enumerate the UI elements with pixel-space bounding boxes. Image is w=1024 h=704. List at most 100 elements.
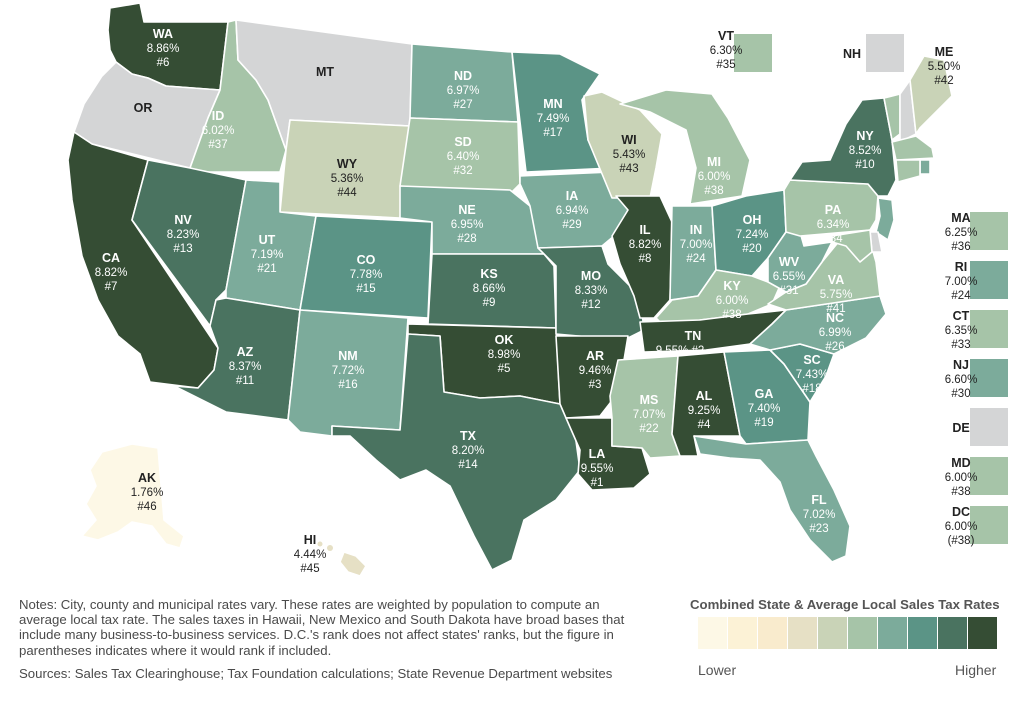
state-label-KS: KS xyxy=(480,267,497,281)
state-rank-CA: #7 xyxy=(105,281,118,293)
state-rank-MI: #38 xyxy=(704,185,723,197)
state-label-OR: OR xyxy=(134,101,153,115)
state-rank-NE: #28 xyxy=(457,233,476,245)
legend-box-NH xyxy=(866,34,904,72)
state-FL[interactable] xyxy=(693,435,851,563)
state-rank-UT: #21 xyxy=(257,263,276,275)
state-rate-ME: 5.50% xyxy=(928,61,961,73)
state-SD[interactable] xyxy=(399,117,521,195)
state-HI-island xyxy=(317,541,323,547)
state-rank-WY: #44 xyxy=(337,187,357,199)
color-scale-swatch xyxy=(698,617,727,649)
box-label-NJ: NJ xyxy=(953,358,969,372)
state-rank-MO: #12 xyxy=(581,299,600,311)
state-rate-ND: 6.97% xyxy=(447,85,480,97)
state-rank-KS: #9 xyxy=(483,297,496,309)
state-rate-NY: 8.52% xyxy=(849,145,882,157)
state-MS[interactable] xyxy=(609,355,681,459)
box-label-DC: DC xyxy=(952,505,970,519)
state-ME[interactable] xyxy=(909,55,953,135)
state-rank-AZ: #11 xyxy=(236,375,254,387)
state-rank-WV: #31 xyxy=(779,285,798,297)
state-NC[interactable] xyxy=(749,295,887,355)
state-IL[interactable] xyxy=(611,195,673,319)
state-rate-LA: 9.55% xyxy=(581,463,614,475)
legend-box-CT xyxy=(970,310,1008,348)
box-label-MD: MD xyxy=(951,456,970,470)
state-label-VA: VA xyxy=(828,273,844,287)
state-rank-KY: #38 xyxy=(722,309,741,321)
state-TX[interactable] xyxy=(331,333,581,571)
state-rate-MI: 6.00% xyxy=(698,171,731,183)
state-label-OK: OK xyxy=(495,333,514,347)
box-rank-RI: #24 xyxy=(951,290,971,302)
color-scale-swatch xyxy=(968,617,997,649)
state-rank-AK: #46 xyxy=(137,501,156,513)
state-MO[interactable] xyxy=(537,245,645,341)
box-rate-RI: 7.00% xyxy=(945,276,978,288)
legend-box-NJ xyxy=(970,359,1008,397)
state-rate-MO: 8.33% xyxy=(575,285,608,297)
state-WY[interactable] xyxy=(279,119,411,219)
state-MI[interactable] xyxy=(619,89,751,205)
legend-box-RI xyxy=(970,261,1008,299)
state-rate-TN: 9.55% #2 xyxy=(656,345,705,357)
box-label-CT: CT xyxy=(953,309,970,323)
state-rank-AL: #4 xyxy=(698,419,711,431)
state-label-IL: IL xyxy=(639,223,650,237)
state-rate-PA: 6.34% xyxy=(817,219,850,231)
state-label-LA: LA xyxy=(589,447,606,461)
state-label-AZ: AZ xyxy=(237,345,254,359)
legend-title: Combined State & Average Local Sales Tax… xyxy=(690,597,1000,612)
state-rate-TX: 8.20% xyxy=(452,445,485,457)
box-rank-VT: #35 xyxy=(716,59,735,71)
box-label-MA: MA xyxy=(951,211,970,225)
state-rate-MN: 7.49% xyxy=(537,113,570,125)
state-KS[interactable] xyxy=(427,253,557,329)
state-rank-IN: #24 xyxy=(686,253,706,265)
state-RI[interactable] xyxy=(919,159,931,175)
state-label-CO: CO xyxy=(357,253,376,267)
state-rate-FL: 7.02% xyxy=(803,509,836,521)
state-NJ[interactable] xyxy=(875,197,895,241)
state-CO[interactable] xyxy=(299,215,433,319)
state-MD[interactable] xyxy=(831,229,873,263)
color-scale-swatch xyxy=(908,617,937,649)
state-HI[interactable] xyxy=(339,551,367,577)
state-rate-OH: 7.24% xyxy=(736,229,769,241)
state-HI-island xyxy=(327,545,333,551)
color-scale-swatch xyxy=(878,617,907,649)
state-label-ND: ND xyxy=(454,69,472,83)
state-MA[interactable] xyxy=(891,135,935,161)
state-label-KY: KY xyxy=(723,279,741,293)
state-label-WA: WA xyxy=(153,27,173,41)
state-WI[interactable] xyxy=(583,91,663,199)
state-rate-OK: 8.98% xyxy=(488,349,521,361)
state-rank-PA: #34 xyxy=(823,233,843,245)
box-label-RI: RI xyxy=(955,260,968,274)
state-rank-NY: #10 xyxy=(855,159,874,171)
color-scale xyxy=(698,617,997,649)
state-label-IA: IA xyxy=(566,189,579,203)
legend-high-label: Higher xyxy=(955,662,997,678)
state-rank-MS: #22 xyxy=(639,423,658,435)
state-rank-SC: #18 xyxy=(802,383,821,395)
state-label-SC: SC xyxy=(803,353,820,367)
color-scale-swatch xyxy=(848,617,877,649)
legend-low-label: Lower xyxy=(698,662,737,678)
state-AK[interactable] xyxy=(81,443,185,549)
state-label-HI: HI xyxy=(304,533,317,547)
state-label-NE: NE xyxy=(458,203,475,217)
state-rank-OH: #20 xyxy=(742,243,761,255)
box-label-DE: DE xyxy=(952,421,969,435)
state-rate-AZ: 8.37% xyxy=(229,361,262,373)
box-rate-MA: 6.25% xyxy=(945,227,978,239)
state-rate-NV: 8.23% xyxy=(167,229,200,241)
state-NV[interactable] xyxy=(131,159,247,327)
state-CT[interactable] xyxy=(895,159,921,183)
state-rank-NC: #26 xyxy=(825,341,844,353)
legend-box-MD xyxy=(970,457,1008,495)
state-rank-OK: #5 xyxy=(498,363,511,375)
